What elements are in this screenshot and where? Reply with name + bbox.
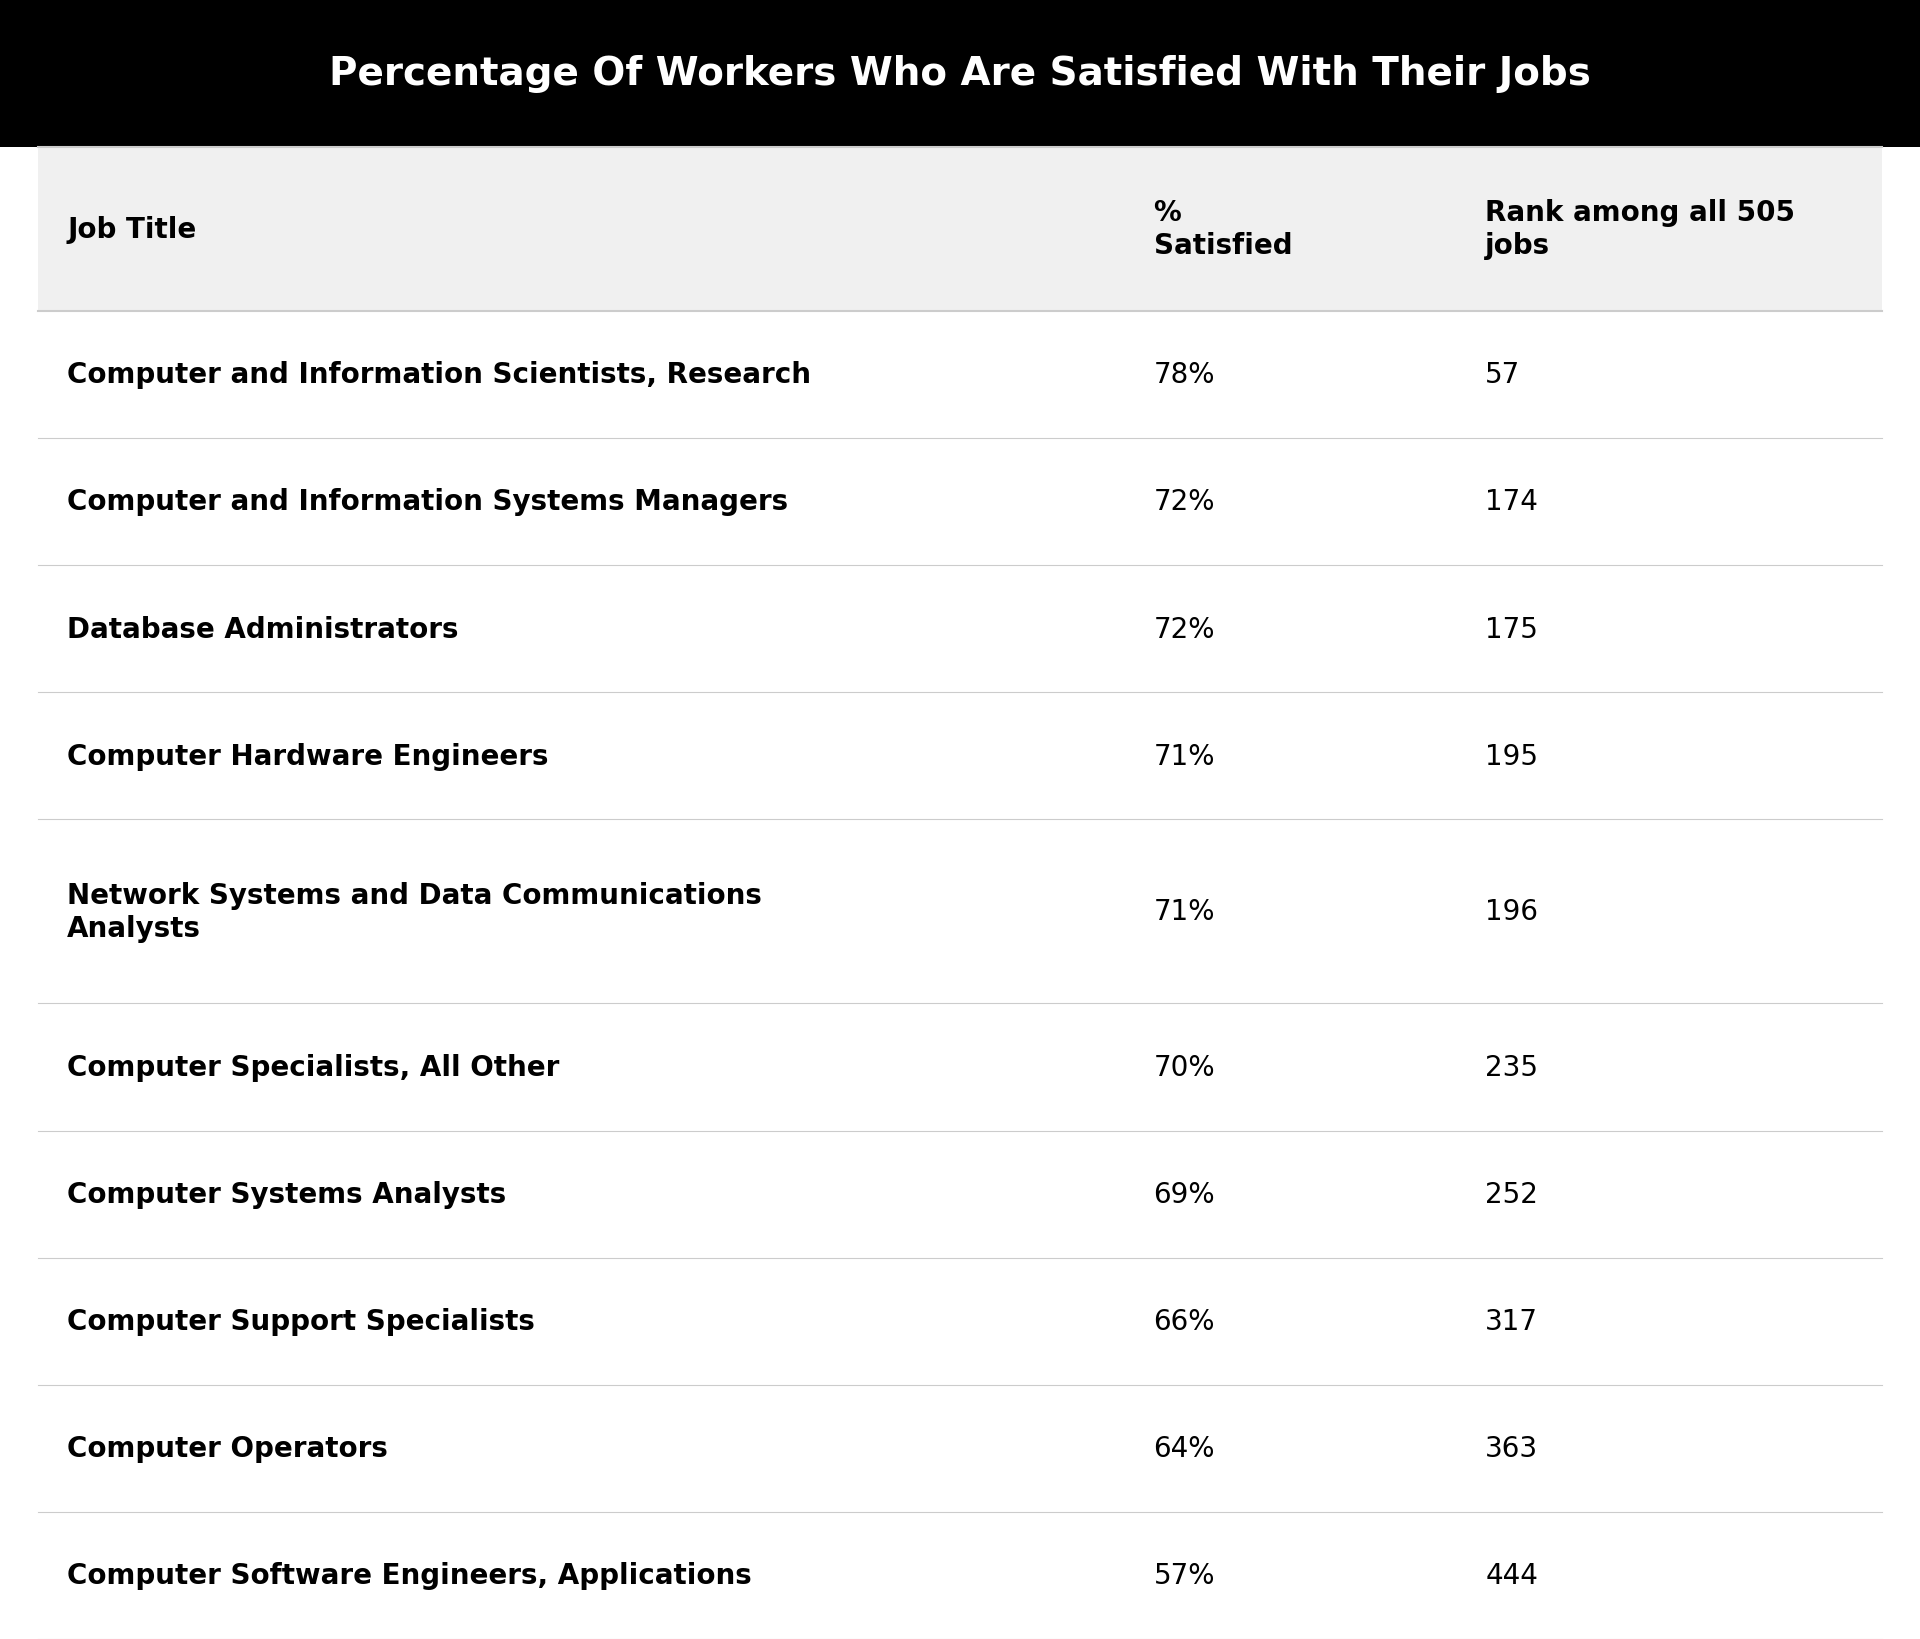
FancyBboxPatch shape (38, 1131, 1882, 1257)
Text: Computer Support Specialists: Computer Support Specialists (67, 1308, 536, 1336)
FancyBboxPatch shape (38, 439, 1882, 565)
Text: 57: 57 (1486, 361, 1521, 388)
Text: Computer Operators: Computer Operators (67, 1434, 388, 1462)
FancyBboxPatch shape (38, 693, 1882, 820)
Text: 72%: 72% (1154, 488, 1215, 516)
FancyBboxPatch shape (38, 148, 1882, 311)
FancyBboxPatch shape (38, 311, 1882, 439)
Text: 72%: 72% (1154, 615, 1215, 642)
FancyBboxPatch shape (38, 820, 1882, 1003)
Text: 252: 252 (1486, 1180, 1538, 1208)
FancyBboxPatch shape (38, 565, 1882, 693)
Text: Database Administrators: Database Administrators (67, 615, 459, 642)
FancyBboxPatch shape (38, 1003, 1882, 1131)
Text: 66%: 66% (1154, 1308, 1215, 1336)
Text: Computer Hardware Engineers: Computer Hardware Engineers (67, 742, 549, 770)
Text: Job Title: Job Title (67, 216, 196, 244)
Text: 70%: 70% (1154, 1054, 1215, 1082)
Text: Network Systems and Data Communications
Analysts: Network Systems and Data Communications … (67, 882, 762, 942)
FancyBboxPatch shape (38, 1385, 1882, 1511)
Text: 71%: 71% (1154, 742, 1215, 770)
Text: 444: 444 (1486, 1562, 1538, 1590)
Text: Computer and Information Scientists, Research: Computer and Information Scientists, Res… (67, 361, 812, 388)
Text: 175: 175 (1486, 615, 1538, 642)
Text: Computer and Information Systems Managers: Computer and Information Systems Manager… (67, 488, 789, 516)
Text: 69%: 69% (1154, 1180, 1215, 1208)
Text: 317: 317 (1486, 1308, 1538, 1336)
Text: 174: 174 (1486, 488, 1538, 516)
FancyBboxPatch shape (0, 0, 1920, 148)
Text: Rank among all 505
jobs: Rank among all 505 jobs (1486, 200, 1795, 259)
Text: 57%: 57% (1154, 1562, 1215, 1590)
Text: %
Satisfied: % Satisfied (1154, 200, 1292, 259)
Text: Computer Specialists, All Other: Computer Specialists, All Other (67, 1054, 559, 1082)
FancyBboxPatch shape (38, 1257, 1882, 1385)
Text: Computer Systems Analysts: Computer Systems Analysts (67, 1180, 507, 1208)
Text: 71%: 71% (1154, 898, 1215, 926)
Text: Computer Software Engineers, Applications: Computer Software Engineers, Application… (67, 1562, 753, 1590)
Text: 196: 196 (1486, 898, 1538, 926)
Text: Percentage Of Workers Who Are Satisfied With Their Jobs: Percentage Of Workers Who Are Satisfied … (328, 54, 1592, 93)
Text: 363: 363 (1486, 1434, 1538, 1462)
Text: 195: 195 (1486, 742, 1538, 770)
Text: 78%: 78% (1154, 361, 1215, 388)
Text: 64%: 64% (1154, 1434, 1215, 1462)
Text: 235: 235 (1486, 1054, 1538, 1082)
FancyBboxPatch shape (38, 1511, 1882, 1639)
